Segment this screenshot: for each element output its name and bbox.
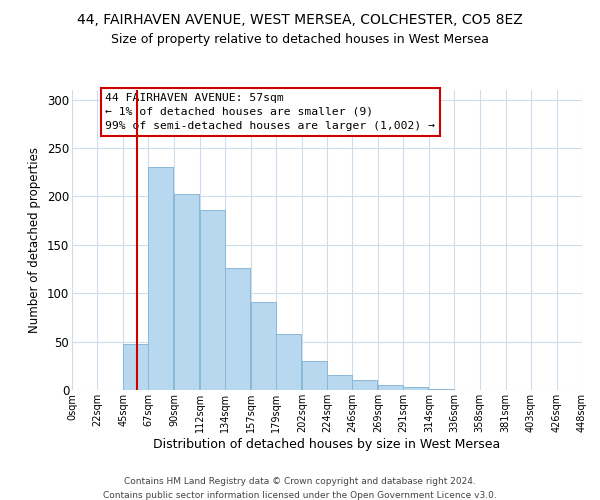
Bar bbox=[123, 344, 148, 390]
Text: Size of property relative to detached houses in West Mersea: Size of property relative to detached ho… bbox=[111, 32, 489, 46]
Bar bbox=[251, 302, 276, 390]
Bar bbox=[352, 380, 377, 390]
Bar bbox=[276, 334, 301, 390]
Bar bbox=[175, 194, 199, 390]
Text: Contains HM Land Registry data © Crown copyright and database right 2024.: Contains HM Land Registry data © Crown c… bbox=[124, 478, 476, 486]
Bar bbox=[224, 268, 250, 390]
Text: 44, FAIRHAVEN AVENUE, WEST MERSEA, COLCHESTER, CO5 8EZ: 44, FAIRHAVEN AVENUE, WEST MERSEA, COLCH… bbox=[77, 12, 523, 26]
Bar bbox=[378, 385, 403, 390]
Bar bbox=[199, 210, 224, 390]
Y-axis label: Number of detached properties: Number of detached properties bbox=[28, 147, 41, 333]
Text: Contains public sector information licensed under the Open Government Licence v3: Contains public sector information licen… bbox=[103, 491, 497, 500]
Bar bbox=[327, 374, 352, 390]
Bar bbox=[302, 361, 327, 390]
X-axis label: Distribution of detached houses by size in West Mersea: Distribution of detached houses by size … bbox=[154, 438, 500, 450]
Bar bbox=[403, 387, 428, 390]
Text: 44 FAIRHAVEN AVENUE: 57sqm
← 1% of detached houses are smaller (9)
99% of semi-d: 44 FAIRHAVEN AVENUE: 57sqm ← 1% of detac… bbox=[105, 93, 435, 131]
Bar bbox=[148, 168, 173, 390]
Bar bbox=[430, 389, 455, 390]
